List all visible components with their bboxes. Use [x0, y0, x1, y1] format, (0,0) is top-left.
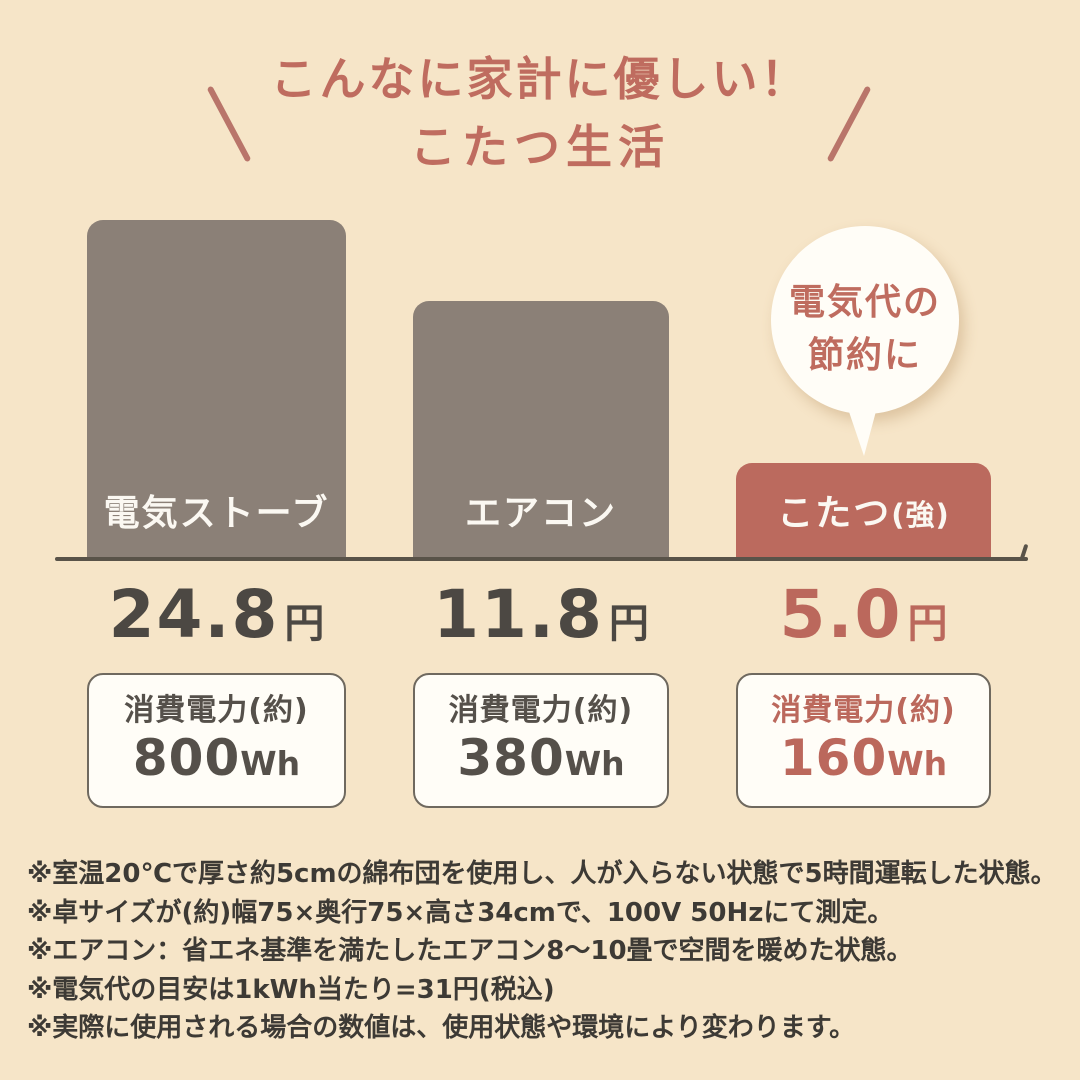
bar-label-text: 電気ストーブ — [103, 493, 330, 534]
speech-bubble-line-2: 節約に — [807, 335, 922, 376]
price-unit: 円 — [284, 601, 325, 647]
speech-bubble-tail-icon — [843, 400, 881, 462]
price-value: 5.0 — [779, 576, 903, 653]
speech-bubble: 電気代の 節約に — [771, 226, 959, 414]
power-value-row: 800Wh — [89, 733, 344, 783]
bar-kotatsu: こたつ(強) — [736, 463, 991, 560]
price-air-conditioner: 11.8 円 — [413, 582, 669, 648]
bar-electric-stove: 電気ストーブ — [87, 220, 346, 560]
title-line-1: こんなに家計に優しい！ — [270, 52, 810, 106]
bar-label-suffix: (強) — [891, 498, 950, 532]
power-unit: Wh — [887, 744, 948, 783]
power-box-electric-stove: 消費電力(約) 800Wh — [87, 673, 346, 808]
bar-label: こたつ(強) — [736, 484, 991, 536]
price-value: 11.8 — [433, 576, 604, 653]
power-box-kotatsu: 消費電力(約) 160Wh — [736, 673, 991, 808]
title-line-2: こたつ生活 — [410, 120, 670, 174]
bar-label: エアコン — [413, 484, 669, 536]
bar-label-text: エアコン — [464, 493, 617, 534]
speech-bubble-line-1: 電気代の — [788, 282, 941, 323]
power-unit: Wh — [564, 744, 625, 783]
footnote: ※電気代の目安は1kWh当たり=31円(税込) — [27, 974, 555, 1005]
power-unit: Wh — [240, 744, 301, 783]
price-electric-stove: 24.8 円 — [87, 582, 346, 648]
power-box-air-conditioner: 消費電力(約) 380Wh — [413, 673, 669, 808]
footnote: ※卓サイズが(約)幅75×奥行75×高さ34cmで、100V 50Hzにて測定。 — [27, 897, 894, 928]
footnote: ※エアコン：省エネ基準を満たしたエアコン8〜10畳で空間を暖めた状態。 — [27, 936, 913, 966]
power-label: 消費電力(約) — [124, 693, 309, 728]
footnotes: ※室温20℃で厚さ約5cmの綿布団を使用し、人が入らない状態で5時間運転した状態… — [27, 855, 1067, 1048]
power-label: 消費電力(約) — [771, 693, 956, 728]
power-value-row: 380Wh — [415, 733, 667, 783]
price-unit: 円 — [608, 601, 649, 647]
price-value: 24.8 — [108, 576, 280, 653]
bar-air-conditioner: エアコン — [413, 301, 669, 560]
power-value: 160 — [779, 729, 888, 787]
power-label: 消費電力(約) — [448, 693, 634, 728]
price-kotatsu: 5.0 円 — [736, 582, 991, 648]
axis-baseline — [55, 557, 1028, 561]
price-unit: 円 — [907, 601, 948, 647]
power-value-row: 160Wh — [738, 733, 989, 783]
bar-label-text: こたつ — [777, 493, 892, 534]
page-title: こんなに家計に優しい！ こたつ生活 — [0, 56, 1080, 170]
footnote: ※実際に使用される場合の数値は、使用状態や環境により変わります。 — [27, 1013, 856, 1043]
bar-label: 電気ストーブ — [87, 484, 346, 536]
footnote: ※室温20℃で厚さ約5cmの綿布団を使用し、人が入らない状態で5時間運転した状態… — [27, 859, 1057, 889]
power-value: 380 — [457, 729, 565, 787]
power-value: 800 — [132, 729, 241, 787]
